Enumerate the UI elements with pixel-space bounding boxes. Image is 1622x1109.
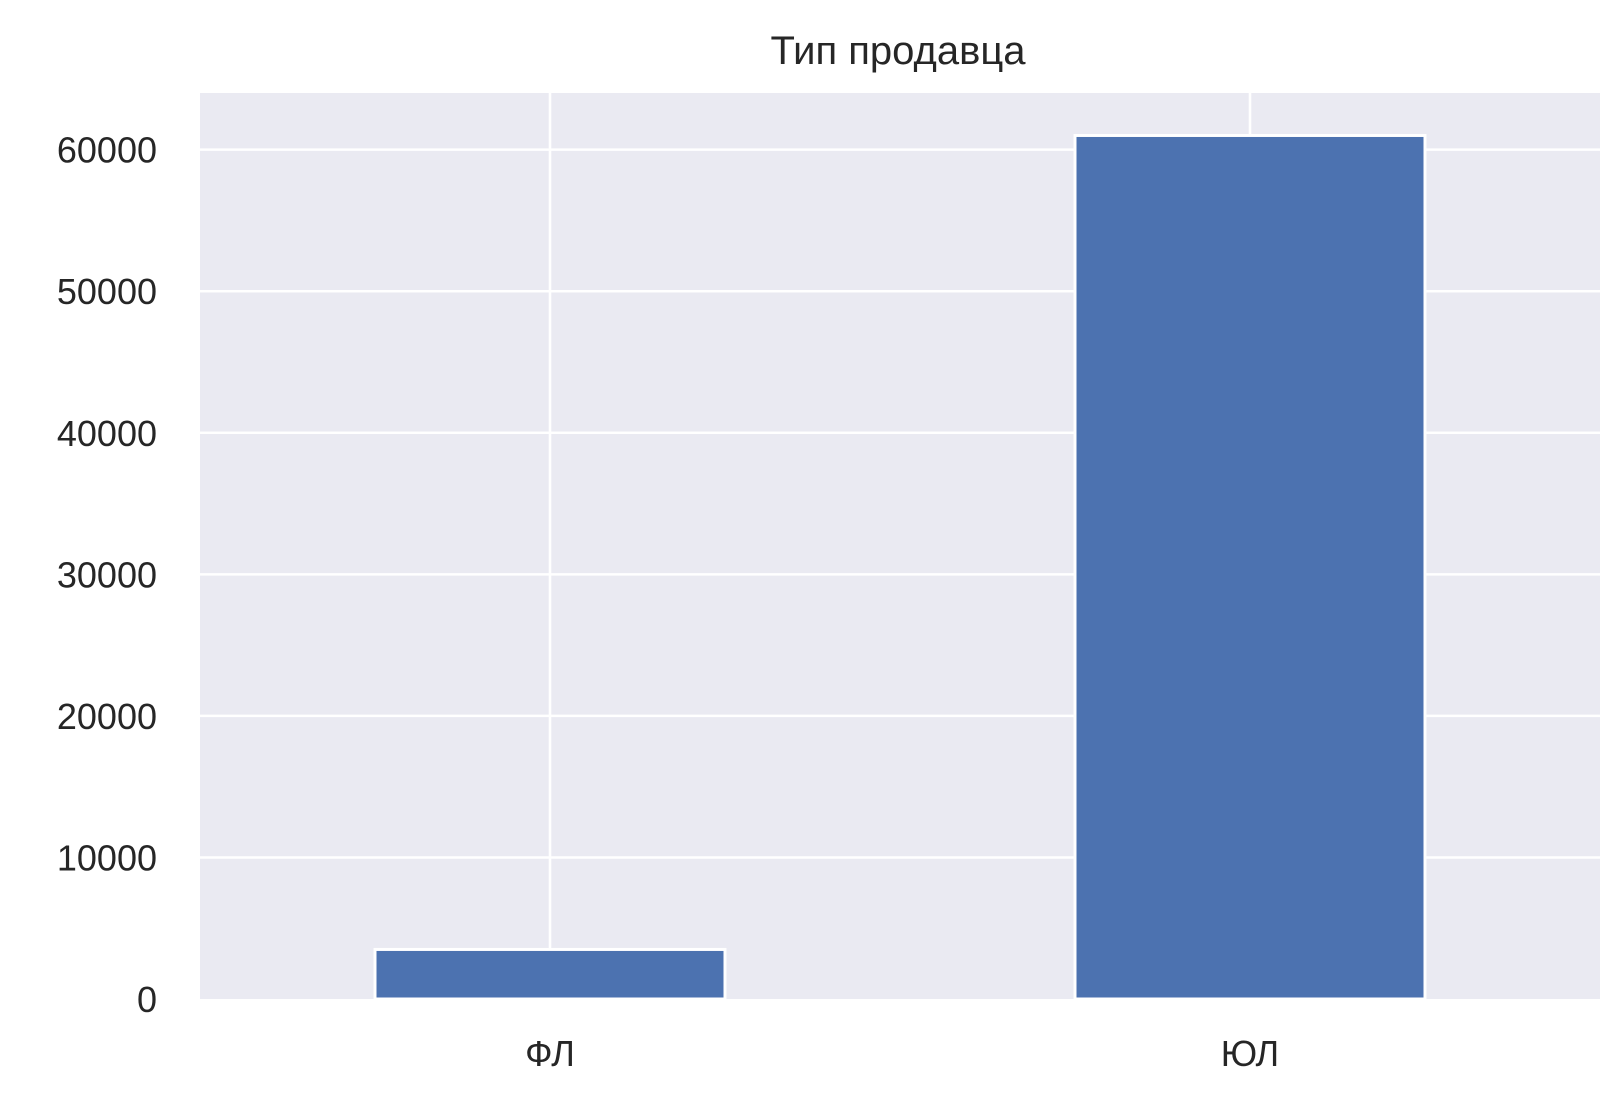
x-tick-label: ФЛ (525, 1033, 575, 1074)
y-tick-label: 10000 (57, 837, 157, 878)
y-tick-label: 0 (137, 979, 157, 1020)
chart-title: Тип продавца (770, 29, 1026, 73)
x-tick-label: ЮЛ (1221, 1033, 1279, 1074)
y-tick-label: 50000 (57, 271, 157, 312)
y-tick-label: 20000 (57, 696, 157, 737)
y-tick-label: 40000 (57, 413, 157, 454)
y-tick-label: 60000 (57, 130, 157, 171)
y-tick-label: 30000 (57, 554, 157, 595)
bar-1 (373, 947, 727, 1001)
x-axis-ticks: ФЛ ЮЛ (525, 1033, 1279, 1074)
y-axis-ticks: 0 10000 20000 30000 40000 50000 60000 (57, 130, 157, 1020)
bars (373, 133, 1427, 1001)
bar-2 (1073, 133, 1427, 1001)
